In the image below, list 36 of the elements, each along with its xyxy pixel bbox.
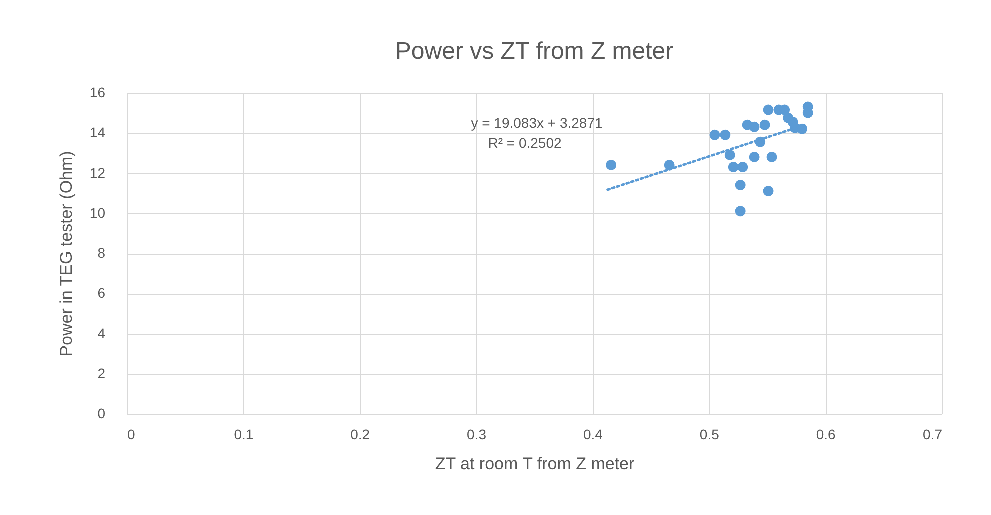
annotation: y = 19.083x + 3.2871: [471, 115, 603, 131]
x-tick-label: 0.3: [467, 426, 487, 442]
x-tick-label: 0: [128, 426, 136, 442]
x-axis-title: ZT at room T from Z meter: [435, 454, 635, 474]
x-tick-label: 0.4: [583, 426, 604, 442]
y-tick-label: 4: [98, 325, 106, 342]
annotation: R² = 0.2502: [488, 135, 562, 151]
point: [766, 152, 778, 162]
point: [760, 120, 770, 130]
y-tick-label: 16: [90, 84, 106, 100]
y-axis-title: Power in TEG tester (Ohm): [56, 151, 76, 357]
point: [738, 162, 748, 172]
y-tick-label: 14: [90, 124, 106, 141]
y-tick-label: 6: [98, 285, 106, 302]
chart-title: Power vs ZT from Z meter: [395, 38, 674, 65]
point: [735, 206, 746, 217]
y-tick-label: 8: [98, 245, 106, 261]
point: [606, 160, 617, 170]
x-tick-label: 0.1: [234, 426, 254, 442]
point: [763, 186, 774, 197]
y-tick-label: 2: [98, 365, 106, 382]
point: [724, 150, 736, 160]
point: [710, 130, 720, 140]
x-tick-label: 0.5: [700, 426, 720, 442]
y-tick-label: 0: [98, 406, 106, 422]
point: [720, 130, 731, 140]
point: [735, 180, 746, 191]
y-tick-label: 12: [90, 164, 106, 181]
x-tick-label: 0.2: [350, 426, 370, 442]
x-tick-label: 0.7: [923, 426, 943, 442]
point: [749, 122, 760, 132]
x-tick-label: 0.6: [816, 426, 836, 442]
point: [749, 152, 760, 162]
point: [728, 162, 739, 172]
point: [763, 104, 774, 116]
y-tick-label: 10: [90, 204, 106, 221]
